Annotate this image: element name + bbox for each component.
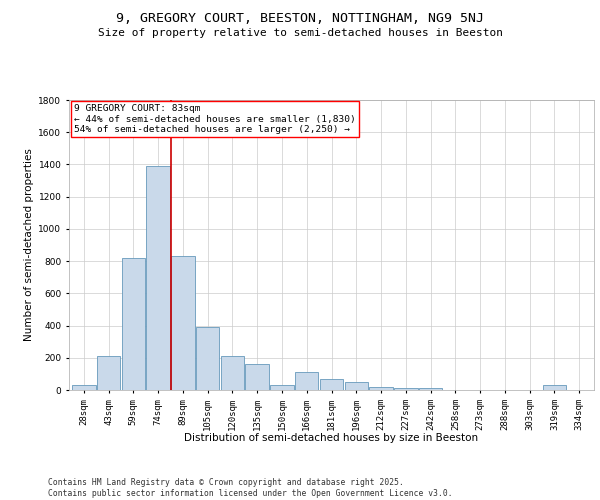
Text: 9 GREGORY COURT: 83sqm
← 44% of semi-detached houses are smaller (1,830)
54% of : 9 GREGORY COURT: 83sqm ← 44% of semi-det…: [74, 104, 356, 134]
Text: Size of property relative to semi-detached houses in Beeston: Size of property relative to semi-detach…: [97, 28, 503, 38]
Bar: [270, 385, 294, 390]
Bar: [146, 166, 170, 390]
Bar: [369, 387, 393, 390]
Text: 9, GREGORY COURT, BEESTON, NOTTINGHAM, NG9 5NJ: 9, GREGORY COURT, BEESTON, NOTTINGHAM, N…: [116, 12, 484, 26]
Bar: [419, 388, 442, 390]
Bar: [122, 258, 145, 390]
Bar: [295, 372, 319, 390]
Bar: [72, 385, 95, 390]
Bar: [542, 385, 566, 390]
Bar: [320, 378, 343, 390]
Bar: [171, 256, 194, 390]
X-axis label: Distribution of semi-detached houses by size in Beeston: Distribution of semi-detached houses by …: [184, 432, 479, 442]
Y-axis label: Number of semi-detached properties: Number of semi-detached properties: [24, 148, 34, 342]
Bar: [394, 388, 418, 390]
Bar: [97, 356, 121, 390]
Bar: [344, 382, 368, 390]
Bar: [196, 327, 220, 390]
Bar: [245, 364, 269, 390]
Text: Contains HM Land Registry data © Crown copyright and database right 2025.
Contai: Contains HM Land Registry data © Crown c…: [48, 478, 452, 498]
Bar: [221, 356, 244, 390]
